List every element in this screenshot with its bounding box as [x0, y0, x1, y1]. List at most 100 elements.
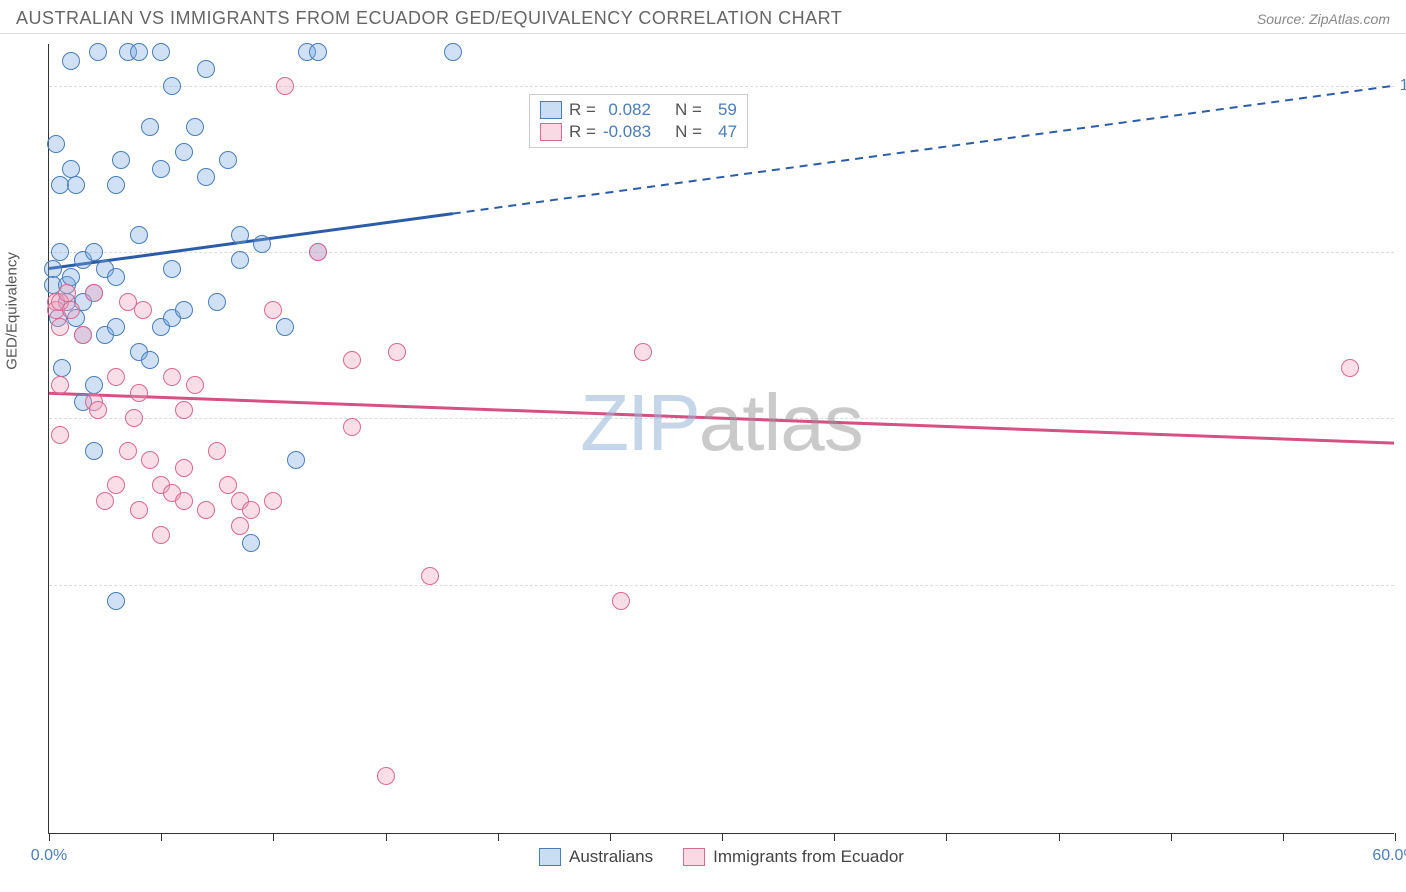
x-tick — [1171, 833, 1172, 841]
series-name: Australians — [569, 847, 653, 867]
x-tick — [1395, 833, 1396, 841]
x-tick — [946, 833, 947, 841]
data-point — [444, 43, 462, 61]
legend-swatch — [540, 123, 562, 141]
data-point — [253, 235, 271, 253]
data-point — [219, 151, 237, 169]
data-point — [62, 268, 80, 286]
r-label: R = — [569, 100, 596, 120]
data-point — [141, 118, 159, 136]
data-point — [309, 243, 327, 261]
data-point — [51, 243, 69, 261]
data-point — [112, 151, 130, 169]
gridline — [49, 86, 1394, 87]
data-point — [51, 426, 69, 444]
data-point — [175, 492, 193, 510]
series-name: Immigrants from Ecuador — [713, 847, 904, 867]
r-value: 0.082 — [603, 100, 651, 120]
data-point — [62, 160, 80, 178]
data-point — [96, 492, 114, 510]
x-tick — [161, 833, 162, 841]
data-point — [287, 451, 305, 469]
data-point — [85, 376, 103, 394]
n-label: N = — [675, 122, 702, 142]
data-point — [119, 442, 137, 460]
legend-row: R =-0.083N =47 — [540, 121, 737, 143]
data-point — [53, 359, 71, 377]
data-point — [141, 451, 159, 469]
n-value: 59 — [709, 100, 737, 120]
data-point — [1341, 359, 1359, 377]
data-point — [85, 284, 103, 302]
data-point — [175, 143, 193, 161]
data-point — [107, 476, 125, 494]
data-point — [264, 301, 282, 319]
data-point — [175, 459, 193, 477]
data-point — [130, 501, 148, 519]
r-value: -0.083 — [603, 122, 651, 142]
data-point — [208, 293, 226, 311]
x-tick — [386, 833, 387, 841]
data-point — [175, 401, 193, 419]
data-point — [141, 351, 159, 369]
legend-row: R = 0.082 N = 59 — [540, 99, 737, 121]
data-point — [107, 318, 125, 336]
data-point — [208, 442, 226, 460]
x-tick — [722, 833, 723, 841]
x-tick — [1059, 833, 1060, 841]
data-point — [175, 301, 193, 319]
data-point — [377, 767, 395, 785]
data-point — [44, 260, 62, 278]
data-point — [421, 567, 439, 585]
gridline — [49, 252, 1394, 253]
data-point — [51, 376, 69, 394]
legend-item: Australians — [539, 847, 653, 867]
data-point — [343, 351, 361, 369]
data-point — [231, 251, 249, 269]
data-point — [107, 176, 125, 194]
gridline — [49, 418, 1394, 419]
n-label: N = — [675, 100, 702, 120]
x-tick — [610, 833, 611, 841]
x-tick — [498, 833, 499, 841]
data-point — [264, 492, 282, 510]
data-point — [242, 534, 260, 552]
data-point — [107, 368, 125, 386]
legend-item: Immigrants from Ecuador — [683, 847, 904, 867]
plot-area: 70.0%80.0%90.0%100.0%0.0%60.0% — [49, 44, 1394, 833]
data-point — [163, 77, 181, 95]
x-tick — [49, 833, 50, 841]
series-legend: Australians Immigrants from Ecuador — [49, 847, 1394, 867]
legend-swatch — [540, 101, 562, 119]
data-point — [231, 517, 249, 535]
data-point — [74, 326, 92, 344]
x-tick — [273, 833, 274, 841]
data-point — [58, 284, 76, 302]
data-point — [634, 343, 652, 361]
data-point — [134, 301, 152, 319]
data-point — [130, 384, 148, 402]
data-point — [186, 376, 204, 394]
chart-title: AUSTRALIAN VS IMMIGRANTS FROM ECUADOR GE… — [16, 8, 842, 29]
data-point — [343, 418, 361, 436]
x-tick — [834, 833, 835, 841]
data-point — [152, 526, 170, 544]
legend-swatch — [683, 848, 705, 866]
y-axis-title: GED/Equivalency — [4, 252, 21, 370]
data-point — [163, 368, 181, 386]
r-label: R = — [569, 122, 596, 142]
data-point — [219, 476, 237, 494]
legend-swatch — [539, 848, 561, 866]
data-point — [89, 401, 107, 419]
data-point — [186, 118, 204, 136]
data-point — [107, 592, 125, 610]
data-point — [62, 301, 80, 319]
data-point — [388, 343, 406, 361]
gridline — [49, 585, 1394, 586]
data-point — [612, 592, 630, 610]
correlation-legend: R =0.082N =59R =-0.083N =47 — [529, 94, 748, 148]
data-point — [89, 43, 107, 61]
data-point — [231, 226, 249, 244]
data-point — [51, 318, 69, 336]
data-point — [152, 43, 170, 61]
